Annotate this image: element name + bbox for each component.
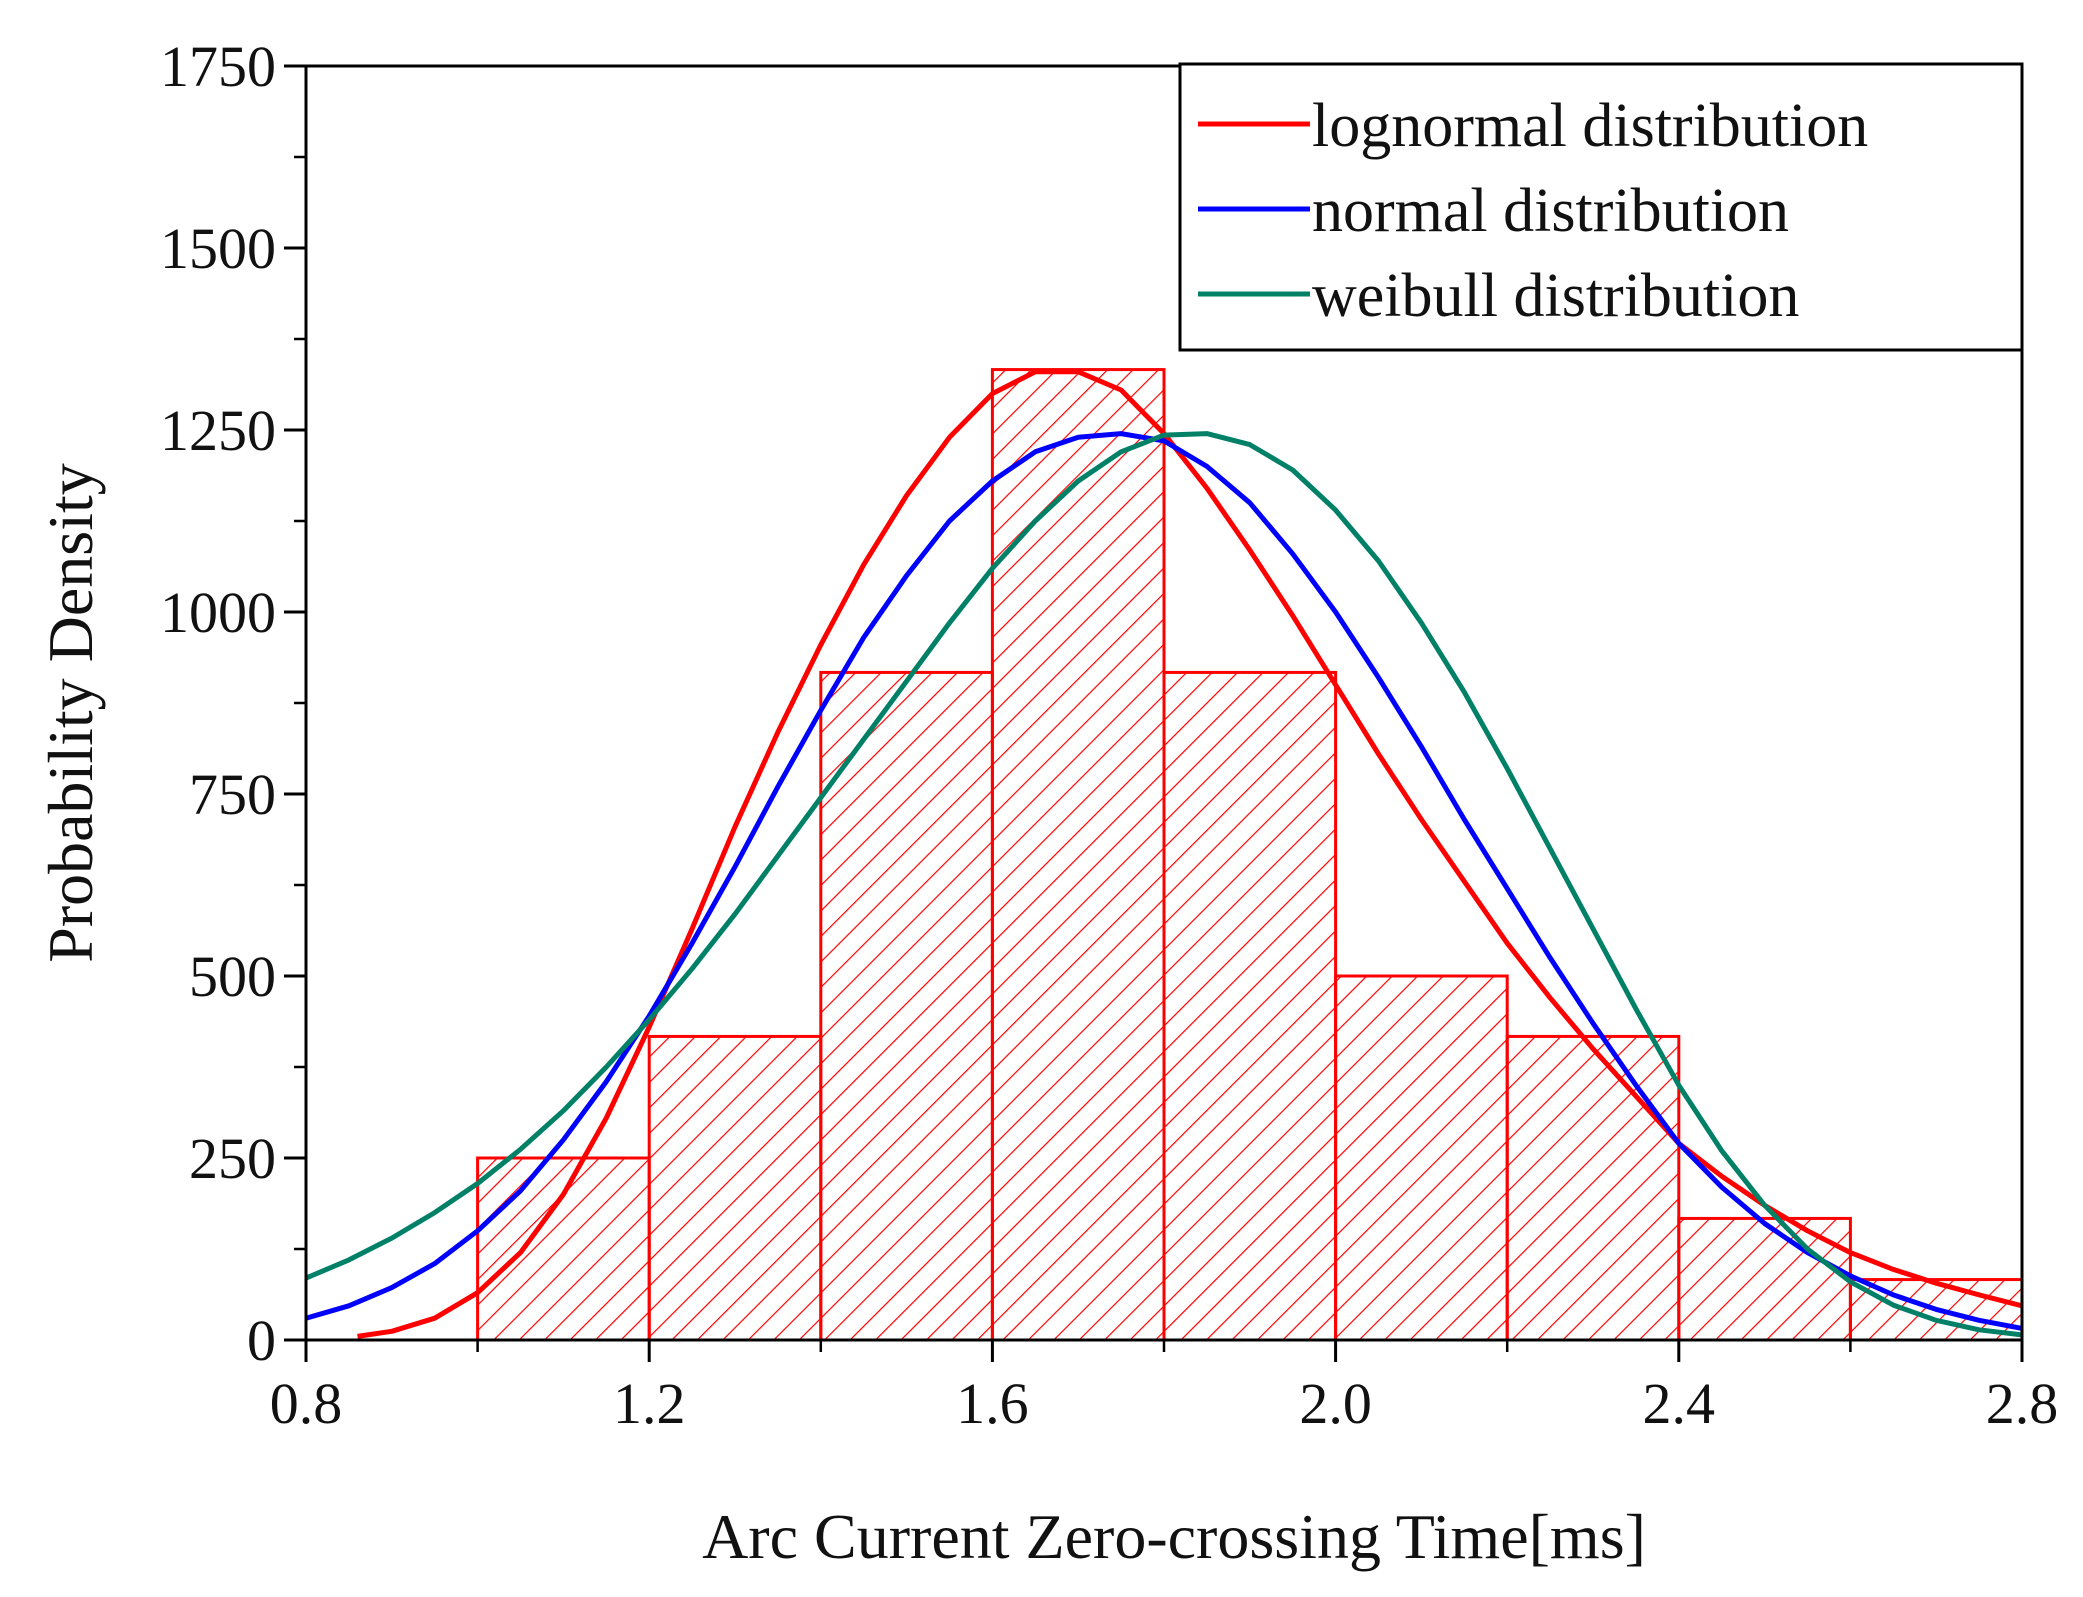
y-tick-label: 750 bbox=[189, 762, 276, 827]
histogram-bar bbox=[1677, 1216, 1852, 1342]
y-tick-label: 250 bbox=[189, 1126, 276, 1191]
histogram-bar bbox=[476, 1156, 651, 1342]
histogram-bar bbox=[819, 670, 994, 1342]
x-tick-label: 1.6 bbox=[956, 1371, 1029, 1436]
x-tick-label: 2.8 bbox=[1986, 1371, 2059, 1436]
x-tick-label: 1.2 bbox=[613, 1371, 686, 1436]
y-tick-label: 1250 bbox=[160, 398, 276, 463]
series-line bbox=[306, 431, 2022, 1331]
y-tick-label: 500 bbox=[189, 944, 276, 1009]
x-tick-label: 0.8 bbox=[270, 1371, 343, 1436]
x-axis-label: Arc Current Zero-crossing Time[ms] bbox=[702, 1501, 1646, 1572]
distribution-curves bbox=[306, 369, 2022, 1339]
x-tick-label: 2.0 bbox=[1299, 1371, 1372, 1436]
axes: 0 250 500 750 1000 1250 1500 1750 0.8 1.2 1.6 2.0 2.… bbox=[35, 34, 2058, 1572]
histogram-bar bbox=[1505, 1034, 1681, 1342]
legend-label: weibull distribution bbox=[1312, 262, 1799, 330]
histogram-bar bbox=[990, 368, 1166, 1342]
y-axis-label: Probability Density bbox=[35, 463, 106, 963]
histogram-bar bbox=[1162, 670, 1338, 1342]
x-tick-label: 2.4 bbox=[1643, 1371, 1716, 1436]
series-line bbox=[357, 369, 2022, 1339]
histogram-bar bbox=[1334, 974, 1509, 1342]
legend-label: normal distribution bbox=[1312, 177, 1789, 245]
histogram-bar bbox=[647, 1034, 823, 1342]
y-tick-label: 1000 bbox=[160, 580, 276, 645]
y-tick-label: 0 bbox=[247, 1308, 276, 1373]
histogram-bars bbox=[476, 368, 2024, 1342]
legend: lognormal distribution normal distributio… bbox=[1178, 62, 2024, 352]
legend-label: lognormal distribution bbox=[1312, 92, 1868, 160]
y-tick-label: 1500 bbox=[160, 216, 276, 281]
y-tick-label: 1750 bbox=[160, 34, 276, 99]
legend-box bbox=[1178, 62, 2024, 352]
series-line bbox=[306, 431, 2022, 1338]
